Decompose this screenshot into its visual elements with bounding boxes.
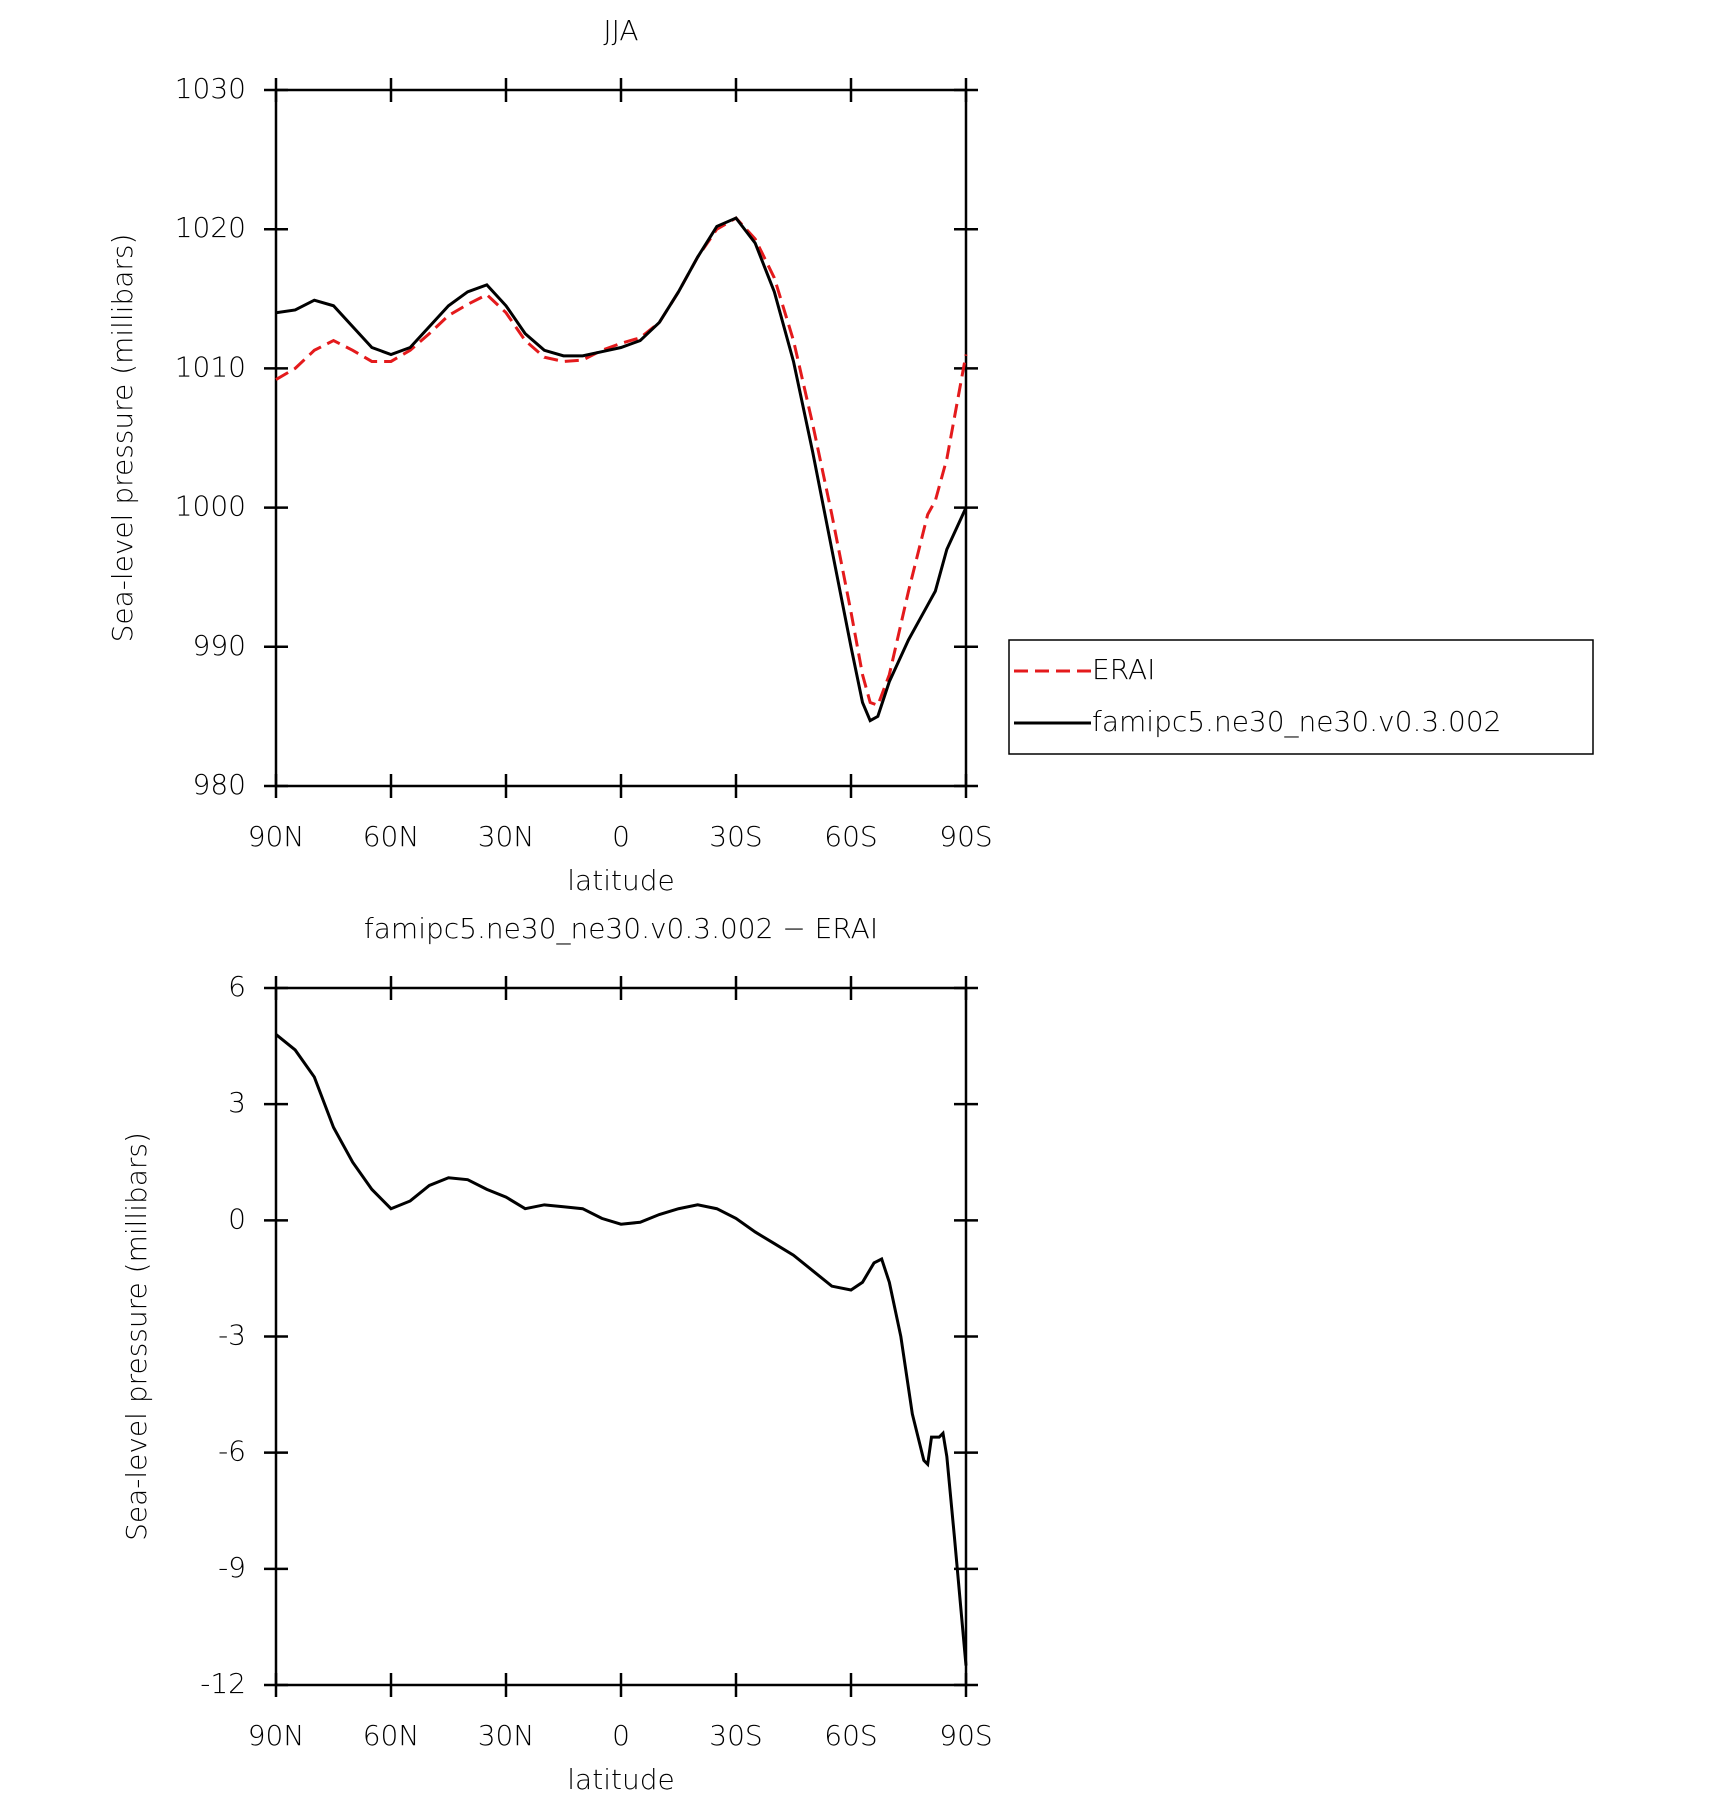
y-tick-label: 1000 [175,490,246,523]
data-line [275,216,968,708]
x-tick-label: 30S [709,820,762,853]
x-tick-label: 90N [248,1719,305,1752]
legend-label: famipc5.ne30_ne30.v0.3.002 [1092,705,1502,739]
y-axis-label: Sea-level pressure (millibars) [120,1132,153,1541]
y-tick-label: 3 [228,1086,246,1119]
x-tick-label: 0 [612,820,630,853]
x-tick-label: 30N [478,820,535,853]
x-axis-label: latitude [567,1763,674,1796]
x-tick-label: 30N [478,1719,535,1752]
x-tick-label: 30S [709,1719,762,1752]
x-tick-label: 0 [612,1719,630,1752]
plot-frame [274,88,968,788]
y-tick-label: -6 [218,1435,246,1468]
y-tick-label: 980 [193,768,246,801]
chart-title: JJA [603,14,638,47]
data-line [275,1033,968,1666]
y-tick-label: 1030 [175,72,246,105]
x-tick-label: 60S [824,820,877,853]
x-tick-label: 60S [824,1719,877,1752]
x-tick-label: 60N [363,1719,420,1752]
x-tick-label: 90S [939,1719,992,1752]
y-tick-label: -3 [218,1319,246,1352]
y-tick-label: 1010 [175,350,246,383]
x-tick-label: 60N [363,820,420,853]
y-axis-label: Sea-level pressure (millibars) [106,234,139,643]
x-axis-label: latitude [567,864,674,897]
x-tick-label: 90N [248,820,305,853]
chart-title: famipc5.ne30_ne30.v0.3.002 − ERAI [364,912,878,946]
y-tick-label: 990 [193,629,246,662]
y-tick-label: -12 [200,1667,246,1700]
y-tick-label: 6 [228,970,246,1003]
y-tick-label: 1020 [175,211,246,244]
x-tick-label: 90S [939,820,992,853]
plot-frame [274,986,968,1687]
legend-label: ERAI [1092,653,1155,686]
data-line [275,216,968,723]
y-tick-label: -9 [218,1551,246,1584]
y-tick-label: 0 [228,1202,246,1235]
legend-box [1008,639,1594,755]
